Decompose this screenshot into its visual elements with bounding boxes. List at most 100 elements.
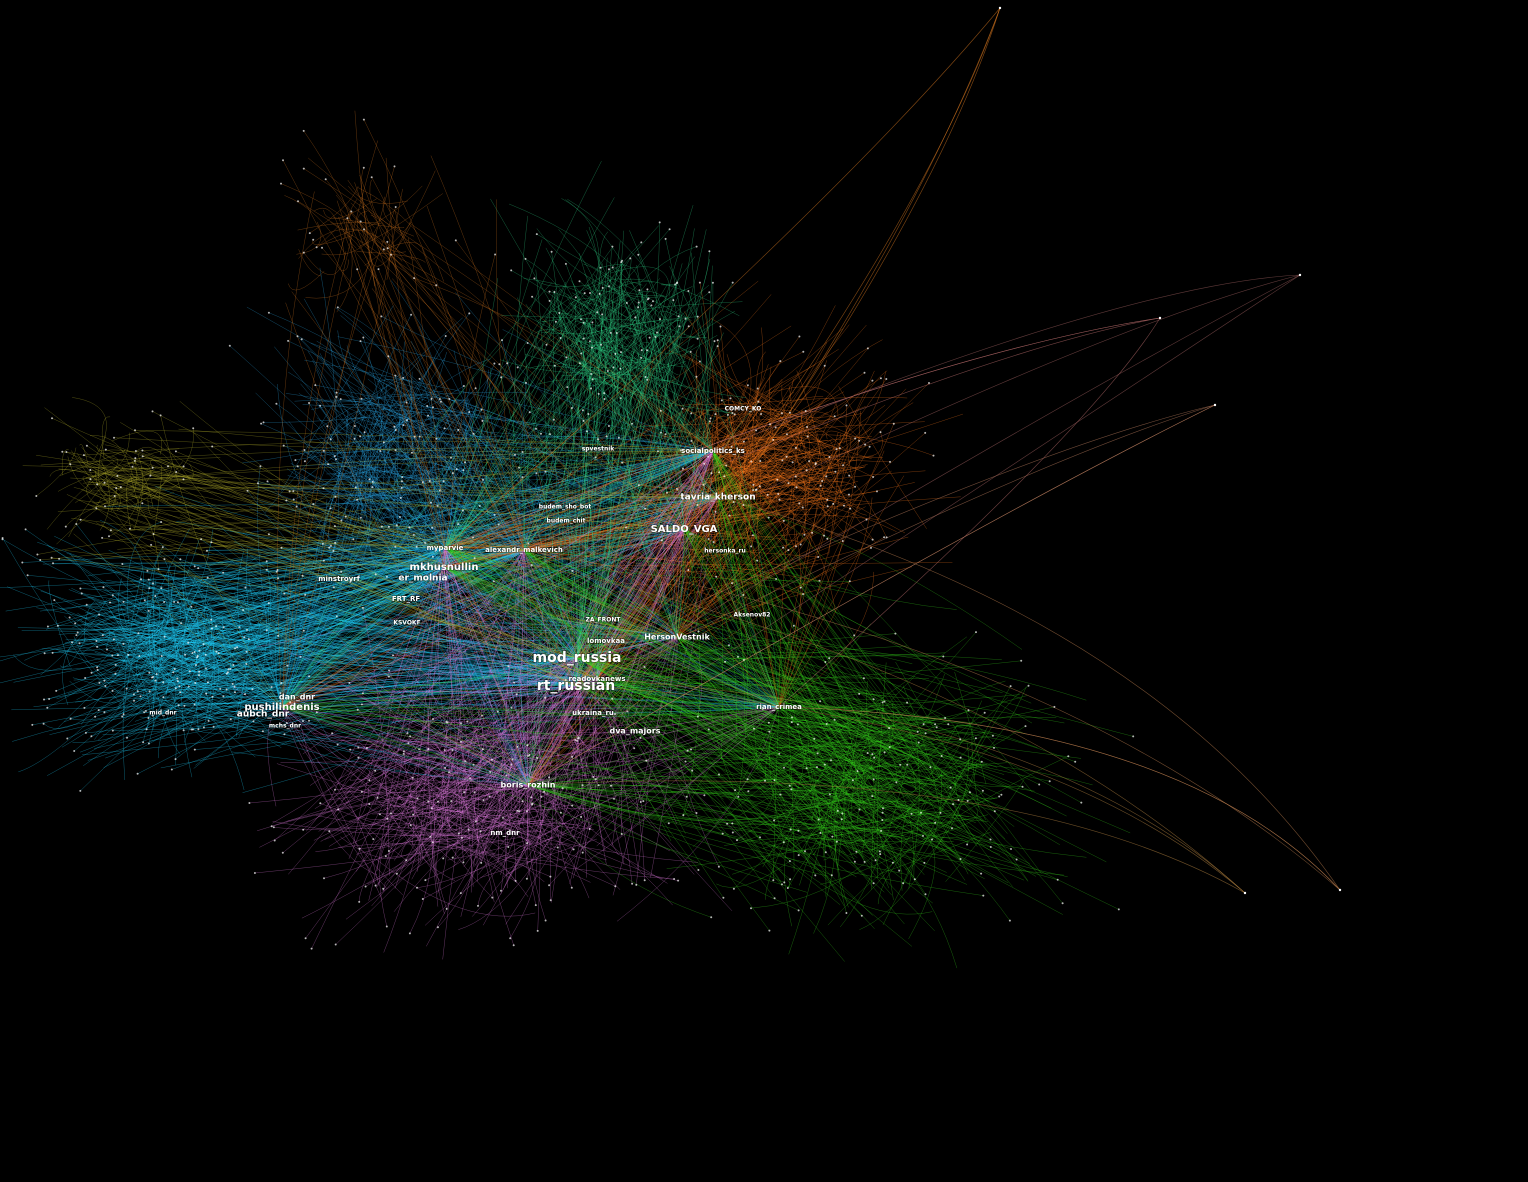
edge (91, 682, 177, 737)
edge (179, 597, 246, 644)
edge (765, 446, 848, 580)
node (382, 887, 385, 890)
node-label: tavria_kherson (680, 493, 755, 503)
edge (424, 781, 493, 828)
edge (646, 706, 780, 761)
edge (458, 523, 780, 708)
edge (819, 477, 850, 495)
edge (582, 450, 714, 853)
edge (394, 576, 598, 680)
edge (285, 569, 678, 638)
edge (717, 496, 1341, 891)
edge (282, 160, 577, 687)
edge (511, 461, 598, 680)
node (831, 835, 834, 838)
edge (204, 547, 446, 621)
node (764, 779, 766, 782)
node-label: ZA_FRONT (586, 617, 622, 624)
node (469, 777, 471, 780)
edge (546, 274, 606, 345)
edge (142, 455, 446, 549)
edge (80, 588, 578, 659)
edge (372, 807, 604, 815)
edge (281, 596, 297, 708)
edge (509, 657, 578, 770)
edge (90, 528, 685, 664)
edge (535, 703, 619, 831)
node (594, 778, 597, 781)
node (418, 748, 421, 751)
node (402, 750, 405, 753)
edge (676, 559, 755, 638)
edge (321, 247, 598, 680)
edge (576, 657, 883, 696)
edge (467, 450, 714, 722)
edge (381, 496, 719, 537)
edge (98, 547, 446, 711)
edge (82, 624, 780, 708)
edge (527, 728, 755, 786)
node (803, 533, 806, 536)
node (752, 483, 755, 486)
edge (151, 629, 245, 683)
edge (208, 555, 254, 569)
node (726, 822, 729, 825)
node (443, 749, 446, 752)
node (856, 770, 859, 773)
edge (827, 756, 1069, 926)
edge (683, 305, 836, 530)
node (588, 828, 591, 830)
node (336, 306, 339, 309)
edge (192, 614, 348, 626)
edge (364, 458, 376, 575)
edge (83, 440, 714, 456)
edge (716, 438, 825, 536)
edge (200, 613, 209, 650)
edge (773, 757, 848, 821)
edge (523, 549, 755, 608)
node (531, 803, 533, 806)
edge (444, 350, 633, 549)
node (122, 642, 125, 645)
edge (838, 386, 927, 529)
edge (116, 621, 210, 628)
edge (523, 402, 648, 551)
edge (154, 477, 719, 498)
edge (237, 450, 714, 681)
edge (458, 783, 548, 833)
edge (880, 831, 991, 874)
node (228, 344, 231, 347)
edge (107, 630, 231, 720)
edge (118, 686, 174, 705)
node (481, 419, 484, 422)
edge (633, 341, 684, 421)
edge (596, 678, 723, 834)
node (728, 644, 730, 647)
edge (923, 743, 969, 860)
edge (462, 547, 577, 687)
edge (944, 762, 977, 829)
edge (704, 419, 799, 481)
edge (414, 277, 714, 452)
edge (76, 634, 153, 661)
edge (148, 580, 578, 659)
edge (523, 314, 714, 452)
node (205, 692, 208, 695)
edge (873, 702, 894, 753)
node (929, 766, 932, 769)
edge (139, 547, 446, 646)
edge (834, 736, 877, 908)
edge (308, 685, 577, 721)
edge (444, 547, 484, 757)
edge (304, 415, 368, 462)
edge (21, 628, 678, 638)
edge (661, 521, 715, 546)
edge (691, 407, 792, 414)
edge (623, 357, 714, 452)
edge (575, 685, 934, 837)
edge (717, 496, 1042, 874)
edge (73, 678, 278, 708)
edge (554, 364, 577, 687)
edge (798, 719, 936, 856)
node-label: Aksenov82 (734, 612, 771, 619)
